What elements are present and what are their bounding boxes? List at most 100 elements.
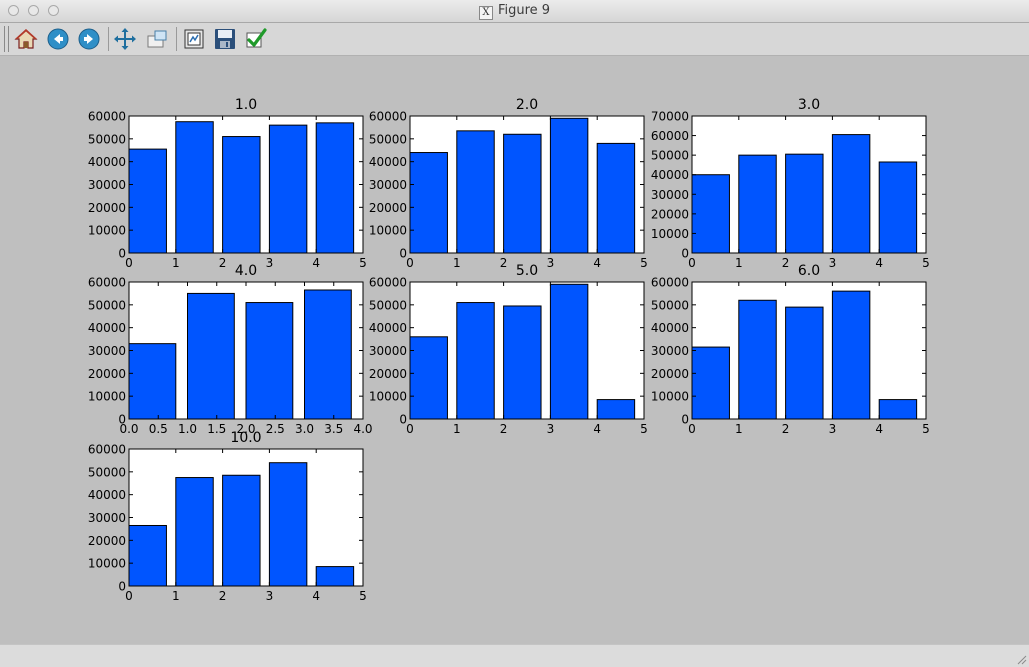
zoom-button[interactable] [144, 26, 170, 52]
y-tick-label: 50000 [651, 149, 689, 163]
subplot-6: 10.0 0 1 2 3 4 5 0 10000 20000 30000 40000 50000 6000… [88, 430, 367, 603]
bar [503, 133, 542, 254]
bar [503, 305, 542, 420]
y-tick-label: 0 [681, 413, 689, 427]
y-tick-label: 20000 [369, 201, 407, 215]
y-tick-label: 20000 [88, 534, 126, 548]
status-bar [0, 644, 1029, 667]
y-tick-label: 50000 [88, 132, 126, 146]
y-tick-label: 60000 [88, 110, 126, 124]
window-title: X Figure 9 [0, 3, 1029, 20]
bar [549, 283, 589, 420]
y-tick-label: 30000 [369, 344, 407, 358]
y-tick-label: 10000 [88, 557, 126, 571]
subplot-title: 5.0 [516, 263, 538, 279]
bar [831, 290, 871, 420]
x-tick-label: 0.5 [149, 422, 168, 436]
x-tick-label: 1 [172, 256, 180, 270]
bar [245, 302, 294, 420]
x-tick-label: 4 [593, 256, 601, 270]
bar [315, 122, 355, 254]
x-tick-label: 2 [219, 256, 227, 270]
x-tick-label: 4 [875, 256, 883, 270]
x-tick-label: 1 [453, 422, 461, 436]
x-tick-label: 3.5 [324, 422, 343, 436]
y-tick-label: 0 [399, 413, 407, 427]
y-tick-label: 60000 [369, 276, 407, 290]
x-tick-label: 1.0 [178, 422, 197, 436]
save-button[interactable] [212, 26, 238, 52]
toolbar-separator [176, 27, 177, 51]
x-tick-label: 5 [359, 256, 367, 270]
home-button[interactable] [13, 26, 39, 52]
x-tick-label: 3 [829, 256, 837, 270]
bar [691, 174, 730, 254]
y-tick-label: 50000 [88, 298, 126, 312]
y-tick-label: 30000 [88, 344, 126, 358]
y-tick-label: 60000 [88, 276, 126, 290]
y-tick-label: 60000 [369, 110, 407, 124]
x-tick-label: 0 [125, 256, 133, 270]
bar [738, 299, 777, 420]
x-tick-label: 1 [735, 256, 743, 270]
bar [878, 399, 918, 420]
pan-arrows-icon [114, 28, 136, 50]
subplot-title: 6.0 [798, 263, 820, 279]
x-tick-label: 3 [829, 422, 837, 436]
close-window-button[interactable] [8, 5, 19, 16]
bar [831, 134, 871, 254]
subplot-3: 4.0 0.0 0.5 1.0 1.5 2.0 2.5 3.0 3.5 4.0 0 10000 2000… [88, 263, 373, 436]
x-tick-label: 2 [500, 256, 508, 270]
y-tick-label: 50000 [88, 465, 126, 479]
bar [596, 399, 636, 420]
minimize-window-button[interactable] [28, 5, 39, 16]
y-tick-label: 10000 [651, 390, 689, 404]
window-title-text: Figure 9 [497, 3, 551, 18]
forward-button[interactable] [76, 26, 102, 52]
y-tick-label: 20000 [651, 367, 689, 381]
back-button[interactable] [45, 26, 71, 52]
x-tick-label: 5 [922, 256, 930, 270]
y-tick-label: 10000 [369, 224, 407, 238]
edit-axes-button[interactable] [243, 26, 269, 52]
x-tick-label: 2 [500, 422, 508, 436]
subplot-4: 5.0 0 1 2 3 4 5 0 10000 20000 30000 40000 50000 60000 [369, 263, 648, 436]
x11-icon: X [478, 6, 493, 20]
bar [304, 289, 352, 420]
y-tick-label: 40000 [88, 488, 126, 502]
y-tick-label: 0 [118, 247, 126, 261]
resize-grip-icon[interactable] [1015, 653, 1027, 665]
x-tick-label: 4 [875, 422, 883, 436]
y-tick-label: 40000 [88, 321, 126, 335]
y-tick-label: 50000 [651, 298, 689, 312]
figure-canvas[interactable]: 1.0 0 1 2 3 4 5 0 10000 20000 30000 40000 50000 60000… [0, 56, 1029, 644]
figure-svg: 1.00 1 2 3 4 50100002000030000400005000060000… [88, 97, 930, 603]
y-tick-label: 60000 [88, 443, 126, 457]
bar [549, 117, 589, 254]
floppy-disk-icon [215, 29, 235, 49]
x-tick-label: 4 [312, 256, 320, 270]
y-tick-label: 20000 [369, 367, 407, 381]
bar [315, 566, 355, 587]
toolbar-separator [108, 27, 109, 51]
y-tick-label: 20000 [651, 207, 689, 221]
y-tick-label: 40000 [651, 168, 689, 182]
bar [409, 152, 448, 254]
x-tick-label: 5 [359, 589, 367, 603]
bar [268, 462, 308, 587]
subplots-icon [184, 29, 204, 49]
x-tick-label: 3 [547, 422, 555, 436]
zoom-window-button[interactable] [48, 5, 59, 16]
x-tick-label: 5 [922, 422, 930, 436]
bar [222, 136, 261, 254]
bar [409, 336, 448, 420]
x-tick-label: 4.0 [353, 422, 372, 436]
subplots-button[interactable] [181, 26, 207, 52]
pan-button[interactable] [112, 26, 138, 52]
x-tick-label: 3 [547, 256, 555, 270]
bar [175, 477, 214, 587]
toolbar-grip[interactable] [4, 26, 9, 52]
bar [187, 292, 235, 420]
x-tick-label: 0 [688, 256, 696, 270]
x-tick-label: 0 [688, 422, 696, 436]
